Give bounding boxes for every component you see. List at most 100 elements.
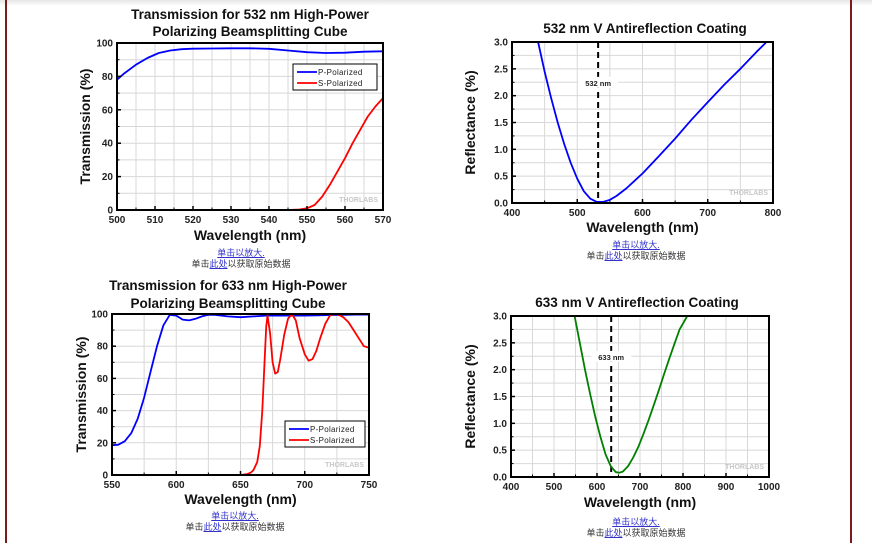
y-axis-label: Reflectance (%) <box>462 70 478 174</box>
chart-title-line: Polarizing Beamsplitting Cube <box>152 24 348 39</box>
y-tick-label: 1.5 <box>494 118 508 129</box>
x-axis-label: Wavelength (nm) <box>586 219 698 235</box>
y-tick-label: 20 <box>97 438 109 449</box>
series-line-p-polarized <box>117 47 383 81</box>
y-tick-label: 0.0 <box>493 473 507 484</box>
legend-label: P-Polarized <box>318 68 363 77</box>
caption-chart-2: 单击以放大. 单击此处以获取原始数据 <box>536 240 736 262</box>
x-tick-label: 750 <box>361 480 378 491</box>
y-tick-label: 40 <box>97 406 109 417</box>
series-line-p-polarized <box>112 313 369 447</box>
x-axis-label: Wavelength (nm) <box>584 494 696 510</box>
y-axis-label: Reflectance (%) <box>462 344 478 448</box>
x-tick-label: 600 <box>589 482 606 493</box>
raw-data-prefix: 单击 <box>586 251 605 261</box>
y-tick-label: 0 <box>107 206 113 217</box>
x-tick-label: 530 <box>223 215 240 226</box>
x-tick-label: 650 <box>232 480 249 491</box>
y-tick-label: 60 <box>97 374 109 385</box>
y-tick-label: 3.0 <box>493 312 507 323</box>
raw-data-prefix: 单击 <box>185 522 204 532</box>
y-axis-label: Transmission (%) <box>73 337 89 453</box>
series-line-s-polarized <box>112 313 369 475</box>
y-tick-label: 1.5 <box>493 392 507 403</box>
raw-data-suffix: 以获取原始数据 <box>227 259 291 269</box>
enlarge-link[interactable]: 单击以放大. <box>612 517 660 527</box>
y-tick-label: 40 <box>102 139 114 150</box>
chart-title-line: Transmission for 633 nm High-Power <box>109 278 348 293</box>
grid <box>511 316 769 477</box>
y-tick-label: 80 <box>97 342 109 353</box>
right-border <box>850 0 852 543</box>
x-tick-label: 800 <box>765 208 782 219</box>
thorlabs-watermark: THORLABS <box>725 464 764 471</box>
wavelength-marker-label-bg <box>591 350 632 362</box>
raw-data-link[interactable]: 此处 <box>604 528 623 538</box>
wavelength-marker-label: 532 nm <box>585 79 611 88</box>
x-tick-label: 600 <box>168 480 185 491</box>
raw-data-suffix: 以获取原始数据 <box>622 528 686 538</box>
y-tick-label: 2.5 <box>494 64 508 75</box>
chart-633-v-coating-reflectance: 633 nm V Antireflection Coating THORLABS 6… <box>462 295 781 510</box>
y-tick-label: 100 <box>96 39 113 50</box>
raw-data-link[interactable]: 此处 <box>203 522 222 532</box>
x-tick-label: 900 <box>718 482 735 493</box>
legend-label: S-Polarized <box>310 436 355 445</box>
series-line-reflectance <box>573 315 689 474</box>
x-tick-label: 500 <box>569 208 586 219</box>
chart-633-pbs-transmission: Transmission for 633 nm High-Power Polari… <box>73 278 378 507</box>
legend-label: S-Polarized <box>318 79 363 88</box>
y-tick-label: 2.0 <box>493 365 507 376</box>
legend-box <box>292 63 378 91</box>
x-tick-label: 570 <box>375 215 392 226</box>
chart-title-line: 633 nm V Antireflection Coating <box>535 295 739 310</box>
enlarge-link[interactable]: 单击以放大. <box>217 248 265 258</box>
raw-data-suffix: 以获取原始数据 <box>622 251 686 261</box>
top-edge <box>0 0 872 6</box>
chart-532-v-coating-reflectance: 532 nm V Antireflection Coating THORLABS 5… <box>462 21 782 235</box>
series-line-reflectance <box>537 41 768 203</box>
x-tick-label: 500 <box>109 215 126 226</box>
raw-data-suffix: 以获取原始数据 <box>221 522 285 532</box>
y-tick-label: 20 <box>102 172 114 183</box>
y-tick-label: 0.5 <box>493 446 507 457</box>
caption-chart-3: 单击以放大. 单击此处以获取原始数据 <box>135 511 335 533</box>
caption-chart-1: 单击以放大. 单击此处以获取原始数据 <box>141 248 341 270</box>
thorlabs-watermark: THORLABS <box>325 462 364 469</box>
x-tick-label: 700 <box>632 482 649 493</box>
raw-data-prefix: 单击 <box>191 259 210 269</box>
x-tick-label: 800 <box>675 482 692 493</box>
legend-label: P-Polarized <box>310 425 355 434</box>
raw-data-prefix: 单击 <box>586 528 605 538</box>
y-tick-label: 1.0 <box>493 419 507 430</box>
caption-chart-4: 单击以放大. 单击此处以获取原始数据 <box>536 517 736 539</box>
wavelength-marker-label-bg <box>578 76 619 88</box>
wavelength-marker-label: 633 nm <box>598 353 624 362</box>
thorlabs-watermark: THORLABS <box>729 190 768 197</box>
y-tick-label: 60 <box>102 105 114 116</box>
y-tick-label: 1.0 <box>494 145 508 156</box>
x-tick-label: 510 <box>147 215 164 226</box>
raw-data-link[interactable]: 此处 <box>209 259 228 269</box>
y-tick-label: 0.5 <box>494 172 508 183</box>
y-tick-label: 2.5 <box>493 338 507 349</box>
y-tick-label: 3.0 <box>494 38 508 49</box>
x-tick-label: 700 <box>699 208 716 219</box>
enlarge-link[interactable]: 单击以放大. <box>211 511 259 521</box>
x-tick-label: 1000 <box>758 482 781 493</box>
x-tick-label: 400 <box>504 208 521 219</box>
raw-data-link[interactable]: 此处 <box>604 251 623 261</box>
x-tick-label: 500 <box>546 482 563 493</box>
y-tick-label: 0 <box>102 471 108 482</box>
enlarge-link[interactable]: 单击以放大. <box>612 240 660 250</box>
legend: P-Polarized S-Polarized <box>284 420 366 448</box>
thorlabs-watermark: THORLABS <box>339 197 378 204</box>
x-tick-label: 520 <box>185 215 202 226</box>
x-tick-label: 560 <box>337 215 354 226</box>
y-tick-label: 100 <box>91 310 108 321</box>
x-axis-label: Wavelength (nm) <box>194 227 306 243</box>
y-tick-label: 80 <box>102 72 114 83</box>
x-tick-label: 550 <box>104 480 121 491</box>
chart-title-line: Transmission for 532 nm High-Power <box>131 7 370 22</box>
chart-title-line: Polarizing Beamsplitting Cube <box>130 296 326 311</box>
